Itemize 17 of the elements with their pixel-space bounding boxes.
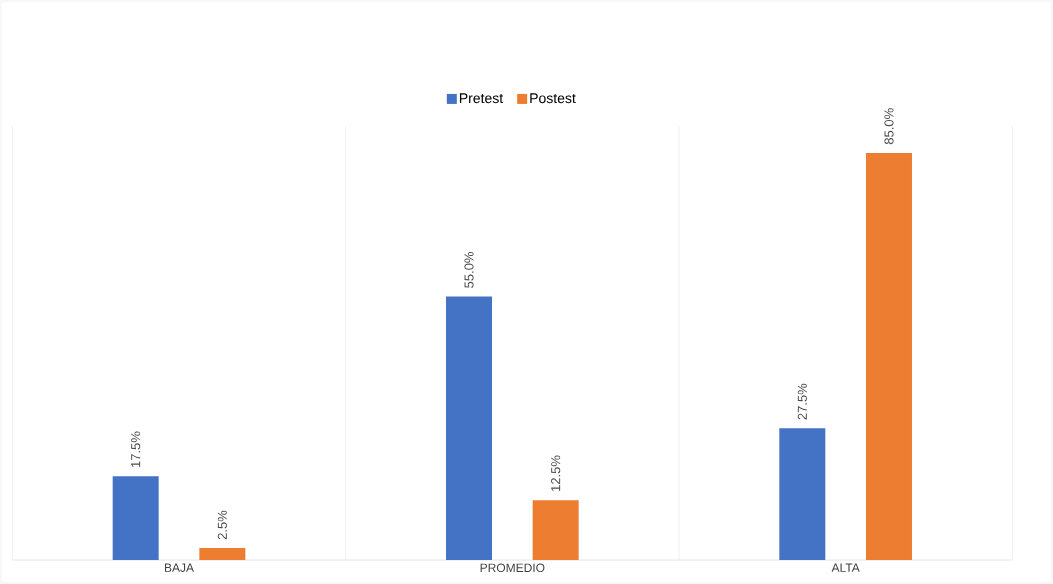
data-label: 55.0% [464, 252, 474, 288]
data-label: 12.5% [551, 455, 561, 491]
data-label: 27.5% [797, 383, 807, 420]
legend-label: Postest [530, 93, 576, 104]
x-tick-label: BAJA [164, 563, 194, 572]
bar [112, 476, 159, 561]
x-tick-label: PROMEDIO [480, 563, 545, 573]
data-label: 17.5% [131, 431, 141, 468]
data-label: 2.5% [217, 510, 227, 540]
bar [779, 428, 826, 561]
x-tick-label: ALTA [831, 563, 860, 572]
bar [446, 296, 492, 561]
bar [865, 152, 912, 561]
bar [532, 500, 579, 561]
data-label: 85.0% [884, 108, 894, 145]
legend-label: Pretest [459, 93, 504, 104]
bar [199, 548, 246, 561]
